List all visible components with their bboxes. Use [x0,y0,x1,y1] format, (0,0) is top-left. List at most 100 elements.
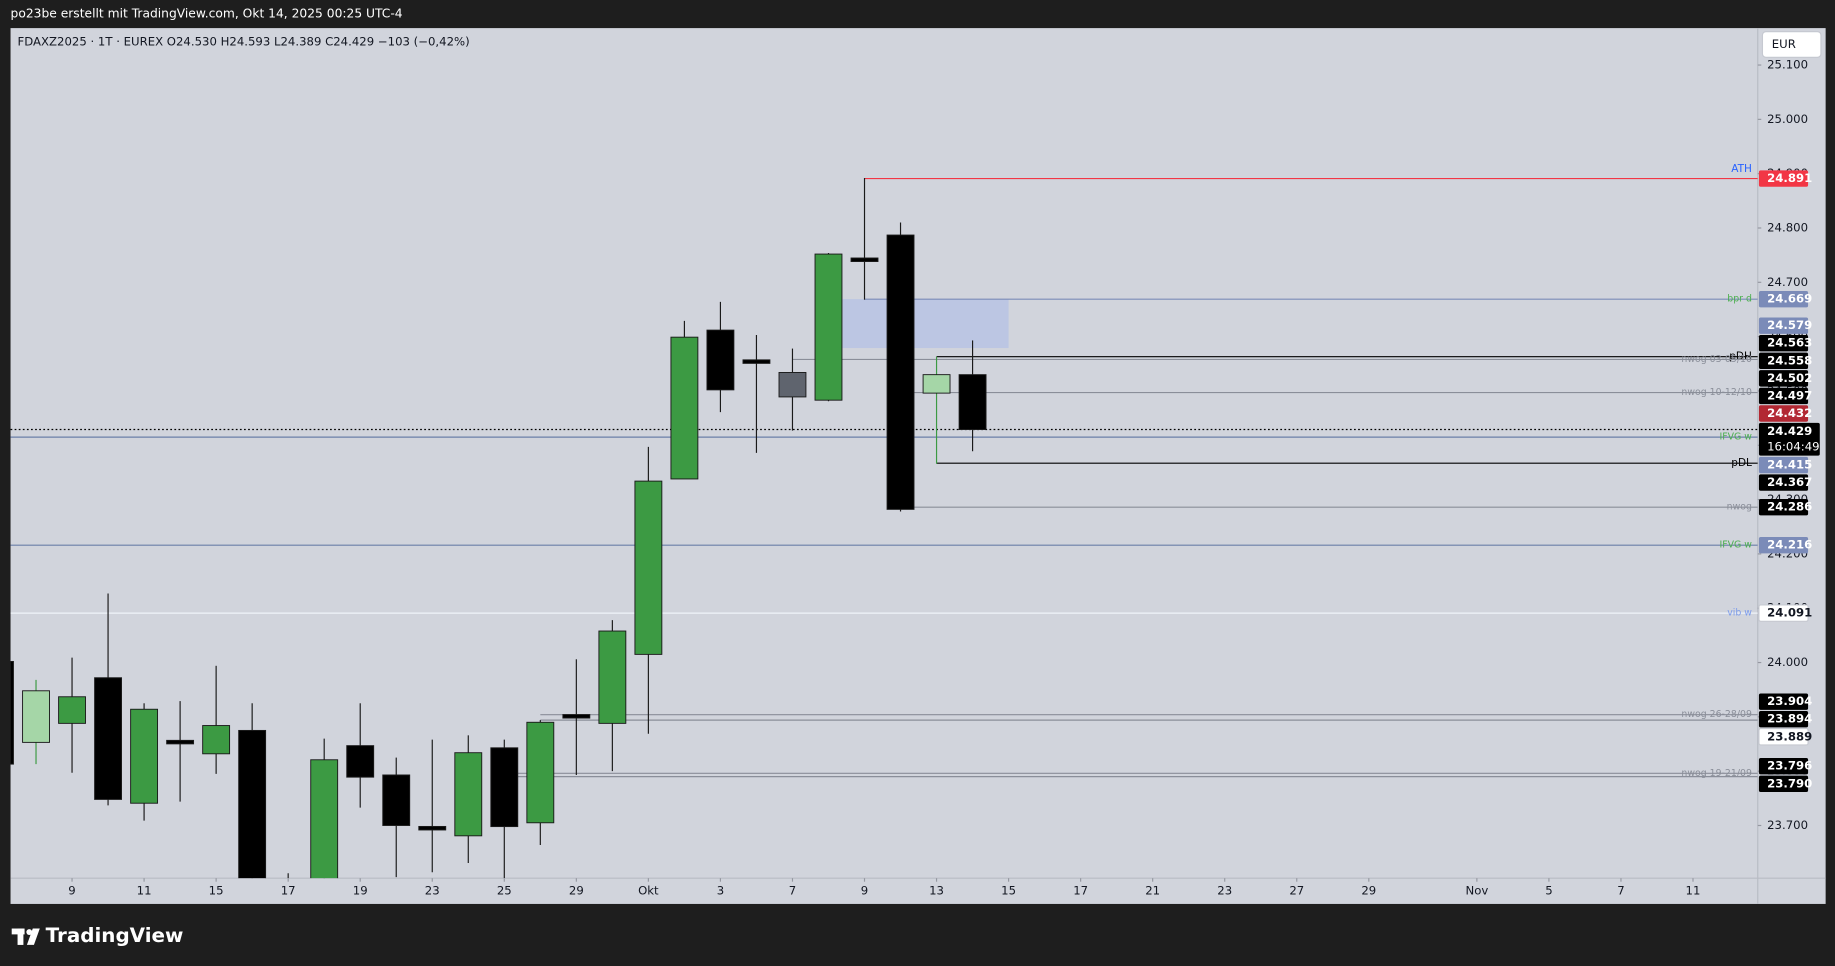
price-tag-label: 23.796 [1767,759,1812,773]
x-tick-label: Okt [638,884,659,898]
x-tick-label: 7 [789,884,796,898]
x-tick-label: 17 [1073,884,1088,898]
candle-body [202,725,231,755]
price-tag [1758,370,1809,387]
candle-body [598,630,627,724]
price-tag [1758,498,1809,516]
x-tick-label: 9 [68,884,75,898]
level-name: IFVG w [1719,432,1752,443]
candle-body [382,774,411,826]
candle-body [346,745,375,778]
price-tag-label: 24.091 [1767,606,1812,620]
candle-body [22,690,50,743]
candle-body [778,372,807,398]
x-tick-label: 11 [137,884,152,898]
y-tick-label: 24.800 [1767,220,1808,234]
price-tag [1758,757,1809,775]
price-tag [1758,352,1809,369]
price-tag [1758,711,1809,728]
logo-icon [11,928,40,945]
price-tag-label: 24.497 [1767,388,1812,402]
price-tag [1758,775,1809,792]
x-tick-label: 23 [1217,884,1232,898]
candle-body [562,714,591,719]
candle-body [130,708,159,804]
zone [842,299,1009,349]
level-name: nwog [1727,502,1752,513]
price-tag-label: 23.894 [1767,712,1812,726]
price-tag [1758,604,1809,622]
candle-body [310,759,339,879]
x-tick-label: 3 [717,884,724,898]
level-name: nwog 19-21/09 [1681,768,1752,779]
x-tick-label: 19 [353,884,368,898]
x-tick-label: 23 [425,884,440,898]
price-tag [1758,405,1809,422]
price-tag-label: 23.790 [1767,776,1812,790]
candle-body [166,739,195,745]
x-tick-label: 27 [1289,884,1304,898]
price-tag-label: 24.432 [1767,406,1812,420]
price-tag [1758,170,1809,187]
price-tag [1758,290,1809,308]
candle-body [238,729,267,879]
candle-body [886,234,915,510]
price-tag-label: 24.415 [1767,458,1812,472]
price-tag-label: 24.558 [1767,353,1812,367]
level-name: nwog 26-28/09 [1681,709,1752,720]
price-tag-label: 24.563 [1767,336,1812,350]
price-tag-label: 24.669 [1767,292,1812,306]
currency-button[interactable] [1761,31,1822,58]
candle-body [706,329,735,391]
y-tick-label: 24.700 [1767,275,1808,289]
x-tick-label: 21 [1145,884,1160,898]
price-tag [1758,335,1809,352]
price-tag [1758,317,1809,334]
chart-background [10,28,1826,904]
x-tick-label: 5 [1545,884,1552,898]
price-tag [1758,456,1809,474]
price-tag [1758,422,1820,456]
level-name: nwog 10-12/10 [1681,387,1752,398]
x-tick-label: Nov [1465,884,1488,898]
y-tick-label: 24.000 [1767,655,1808,669]
price-tag-label: 24.579 [1767,318,1812,332]
candle-body [814,253,843,401]
x-tick-label: 11 [1686,884,1701,898]
x-tick-label: 15 [209,884,224,898]
candle-body [94,677,122,800]
level-name: pDL [1731,457,1752,469]
x-tick-label: 15 [1001,884,1016,898]
price-tag [1758,387,1809,405]
price-tag-label: 24.429 [1767,424,1812,438]
header-title: po23be erstellt mit TradingView.com, Okt… [11,7,403,21]
symbol-legend: FDAXZ2025 · 1T · EUREX O24.530 H24.593 L… [18,35,470,49]
x-tick-label: 7 [1617,884,1624,898]
candle-body [58,696,86,724]
candle-body [922,374,951,394]
price-tag-label: 24.502 [1767,371,1812,385]
price-tag-label: 24.891 [1767,171,1812,185]
footer-brand: TradingView [46,924,184,947]
candle-body [454,752,483,837]
axes: 23.70023.80023.90024.00024.10024.20024.3… [68,58,1820,898]
x-tick-label: 13 [929,884,944,898]
candle-body [850,257,879,262]
currency[interactable]: EUR [1772,37,1796,51]
price-tag-label: 24.367 [1767,475,1812,489]
level-name: vib w [1727,608,1752,619]
level-name: nwog 03-05/10 [1681,354,1752,365]
y-tick-label: 25.000 [1767,112,1808,126]
candle-body [10,660,14,765]
price-tag-label: 24.286 [1767,500,1812,514]
x-tick-label: 29 [1361,884,1376,898]
price-tag [1758,474,1809,491]
level-name: IFVG w [1719,540,1752,551]
countdown: 16:04:49 [1767,439,1819,453]
candle-body [526,721,555,824]
price-tag-label: 23.904 [1767,694,1812,708]
candle-body [418,825,447,831]
price-tag-label: 23.889 [1767,729,1812,743]
